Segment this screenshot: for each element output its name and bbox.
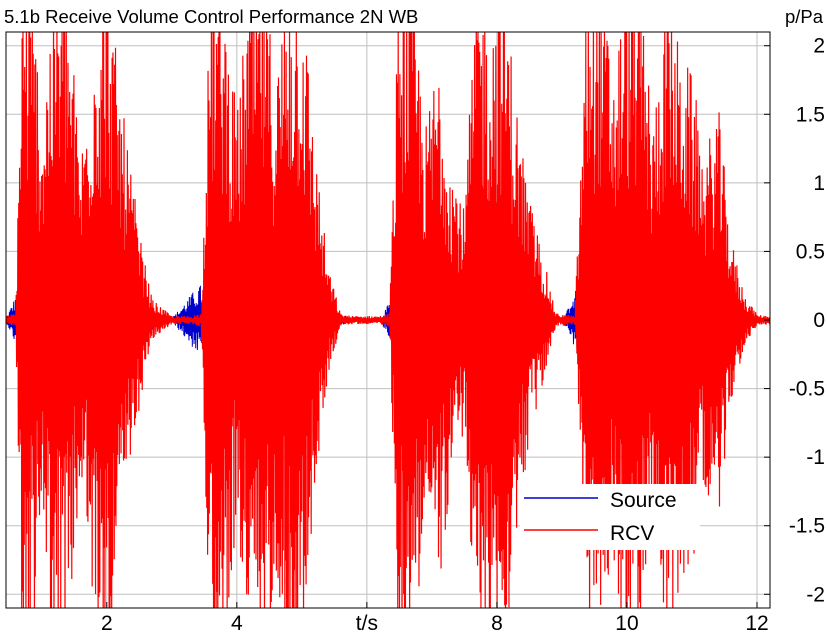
legend-label-source: Source [610,489,677,512]
y-axis-label: p/Pa [785,6,824,27]
legend-label-rcv: RCV [610,522,654,545]
y-tick-label-4: 0 [813,309,825,332]
series-layer [6,32,770,608]
y-tick-label-0: 2 [813,35,825,58]
series-rcv [6,32,770,608]
x-tick-label-5: 12 [745,612,768,635]
chart-title: 5.1b Receive Volume Control Performance … [4,6,418,27]
x-tick-label-4: 10 [615,612,638,635]
x-tick-label-0: 2 [101,612,113,635]
y-tick-label-1: 1.5 [796,103,825,126]
x-tick-label-2: t/s [356,612,378,635]
x-axis-ticks: 2 4 t/s 8 10 12 [101,602,769,635]
y-tick-label-6: -1 [806,446,825,469]
y-tick-label-3: 0.5 [796,240,825,263]
y-tick-label-8: -2 [806,583,825,606]
x-tick-label-3: 8 [491,612,503,635]
x-tick-label-1: 4 [231,612,243,635]
y-tick-label-7: -1.5 [789,515,825,538]
y-tick-label-5: -0.5 [789,378,825,401]
legend-box [520,484,700,550]
y-tick-label-2: 1 [813,172,825,195]
legend: Source RCV [520,484,700,550]
y-axis-ticks: 2 1.5 1 0.5 0 -0.5 -1 -1.5 -2 [764,35,825,606]
